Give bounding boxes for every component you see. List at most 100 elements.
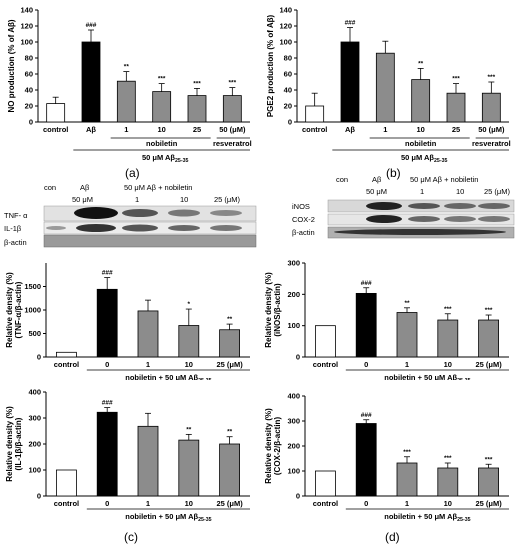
bar (56, 351, 77, 358)
blot-d-sub-50um: 50 μM (366, 187, 387, 196)
x-tick-label: 1 (405, 360, 409, 369)
x-tick-label: control (43, 125, 68, 134)
blot-c-sub-25: 25 (μM) (214, 195, 240, 204)
x-tick-label: 0 (364, 360, 368, 369)
significance-mark: ### (361, 412, 372, 419)
treatment-label: nobiletin + 50 μM Aβ25-35 (384, 512, 470, 522)
bar (222, 95, 242, 123)
significance-mark: ** (418, 60, 424, 67)
treatment-label: nobiletin + 50 μM Aβ25-35 (125, 373, 211, 380)
blot-d-sub-25: 25 (μM) (484, 187, 510, 196)
blot-c-band-il1b-con (46, 226, 66, 230)
y-tick-label: 40 (284, 86, 292, 95)
y-tick-label: 40 (25, 86, 33, 95)
significance-mark: ** (227, 429, 233, 436)
bar (219, 329, 241, 358)
blot-c-band-tnf-1 (122, 209, 158, 217)
western-blot-c: con Aβ 50 μM Aβ + nobiletin 50 μM 1 10 2… (0, 178, 260, 248)
y-tick-label: 140 (279, 6, 292, 15)
panel-label-b: (b) (386, 166, 401, 180)
blot-d-sub-10: 10 (456, 187, 464, 196)
bar (396, 312, 418, 358)
blot-d-header-abeta: Aβ (372, 175, 382, 184)
significance-mark: ** (186, 426, 192, 433)
bar (56, 469, 77, 497)
significance-mark: ** (404, 300, 410, 307)
panel-label-a: (a) (125, 166, 140, 180)
bar (137, 310, 159, 358)
significance-mark: *** (158, 76, 166, 83)
blot-d-svg: con Aβ 50 μM Aβ + nobiletin 50 μM 1 10 2… (292, 175, 515, 239)
bar (315, 470, 336, 497)
blot-c-sub-10: 10 (180, 195, 188, 204)
significance-mark: ** (227, 316, 233, 323)
treatment-label: 50 μM Aβ25-35 (142, 153, 189, 164)
panel-label-d: (d) (385, 530, 400, 544)
bar (152, 91, 172, 123)
x-tick-label: control (313, 499, 338, 508)
bar (355, 423, 377, 497)
blot-c-row-tnf: TNF- α (4, 211, 28, 220)
bar (315, 325, 336, 358)
y-tick-label: 500 (28, 329, 41, 338)
bar (81, 41, 101, 123)
x-tick-label: 1 (383, 125, 387, 134)
blot-d-band-actin-all (334, 229, 506, 235)
x-tick-label: 1 (146, 360, 150, 369)
y-axis-label: PGE2 production (% of Aβ) (266, 14, 275, 117)
blot-d-sub-1: 1 (420, 187, 424, 196)
treatment-label: 50 μM Aβ25-35 (401, 153, 448, 164)
x-tick-label: 10 (416, 125, 424, 134)
blot-d-band-cox2-25 (478, 216, 510, 222)
y-tick-label: 80 (25, 54, 33, 63)
bar (481, 92, 501, 123)
y-tick-label: 0 (37, 492, 41, 501)
y-tick-label: 100 (279, 38, 292, 47)
bar (178, 325, 200, 358)
significance-mark: ### (361, 280, 372, 287)
x-tick-label: 0 (105, 360, 109, 369)
blot-c-band-tnf-25 (210, 210, 242, 216)
blot-c-sub-50um: 50 μM (72, 195, 93, 204)
y-tick-label: 0 (296, 353, 300, 362)
significance-mark: *** (444, 455, 452, 462)
x-tick-label: 0 (364, 499, 368, 508)
chart-a: 0 20 40 60 80 100 120 140 NO production (% of Aβ… (7, 6, 252, 165)
bar (46, 103, 66, 123)
y-tick-label: 200 (287, 442, 300, 451)
y-tick-label: 400 (28, 388, 41, 397)
blot-d-band-cox2-1 (408, 216, 440, 222)
x-tick-label: 0 (105, 499, 109, 508)
y-axis-label: Relative density (%)(COX-2/β-actin) (264, 408, 282, 484)
western-blot-d: con Aβ 50 μM Aβ + nobiletin 50 μM 1 10 2… (268, 170, 519, 240)
y-axis-label: Relative density (%)(TNF-α/β-actin) (5, 272, 23, 348)
y-tick-label: 120 (279, 22, 292, 31)
x-tick-label: Aβ (345, 125, 355, 134)
y-tick-label: 140 (20, 6, 33, 15)
bar (340, 41, 360, 123)
blot-d-band-cox2-abeta (366, 215, 402, 223)
resveratrol-label: resveratrol (213, 139, 252, 148)
blot-c-svg: con Aβ 50 μM Aβ + nobiletin 50 μM 1 10 2… (4, 183, 257, 248)
blot-d-row-inos: iNOS (292, 202, 310, 211)
resveratrol-label: resveratrol (472, 139, 511, 148)
y-tick-label: 300 (28, 414, 41, 423)
significance-mark: ### (102, 400, 113, 407)
y-tick-label: 400 (287, 392, 300, 401)
nobiletin-label: nobiletin (405, 139, 437, 148)
blot-c-band-tnf-10 (168, 209, 200, 217)
x-tick-label: 10 (444, 360, 452, 369)
blot-c-strip-3 (43, 234, 257, 248)
y-tick-label: 0 (37, 353, 41, 362)
bar (396, 462, 418, 497)
bar (137, 425, 159, 497)
y-tick-label: 0 (29, 118, 33, 127)
blot-c-band-il1b-1 (122, 224, 158, 232)
blot-d-band-inos-1 (408, 203, 440, 209)
y-tick-label: 1500 (24, 282, 41, 291)
bar (116, 80, 136, 123)
x-tick-label: Aβ (86, 125, 96, 134)
x-tick-label: 25 (μM) (216, 499, 243, 508)
